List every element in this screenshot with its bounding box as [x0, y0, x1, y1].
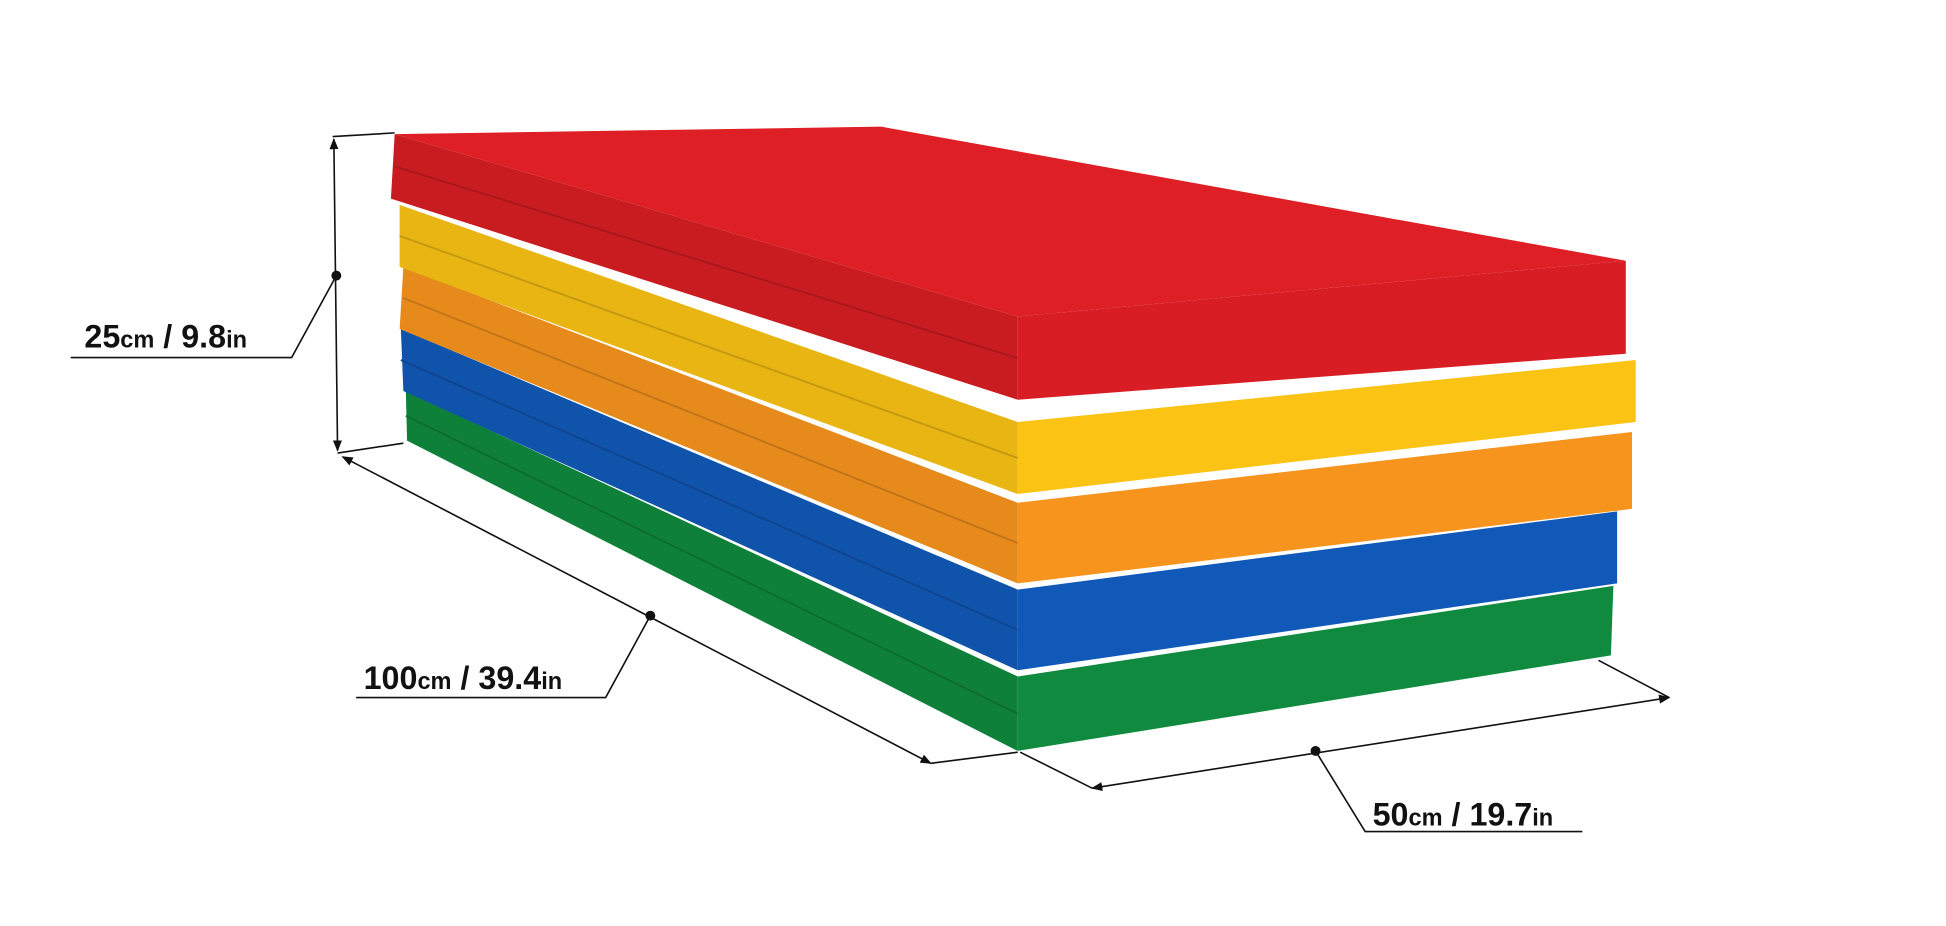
mat-yellow — [399, 204, 1636, 495]
mat-front-face — [1017, 260, 1626, 400]
mat-red — [390, 126, 1626, 400]
mat-front-face — [1017, 511, 1618, 671]
width-label: 50cm / 19.7in — [1373, 796, 1554, 832]
mat-side-face — [390, 134, 1018, 400]
length-label: 100cm / 39.4in — [364, 660, 563, 696]
height-dimension: 25cm / 9.8in — [70, 132, 404, 454]
mat-top-face — [394, 126, 1626, 317]
height-label: 25cm / 9.8in — [84, 319, 247, 355]
mat-side-face — [399, 204, 1018, 495]
mat-seam — [394, 165, 1018, 360]
mat-front-face — [1017, 431, 1633, 584]
mat-front-face — [1017, 359, 1636, 495]
mat-seam — [399, 235, 1018, 459]
width-dimension: 50cm / 19.7in — [1019, 659, 1671, 833]
length-dimension: 100cm / 39.4in — [341, 456, 1018, 765]
